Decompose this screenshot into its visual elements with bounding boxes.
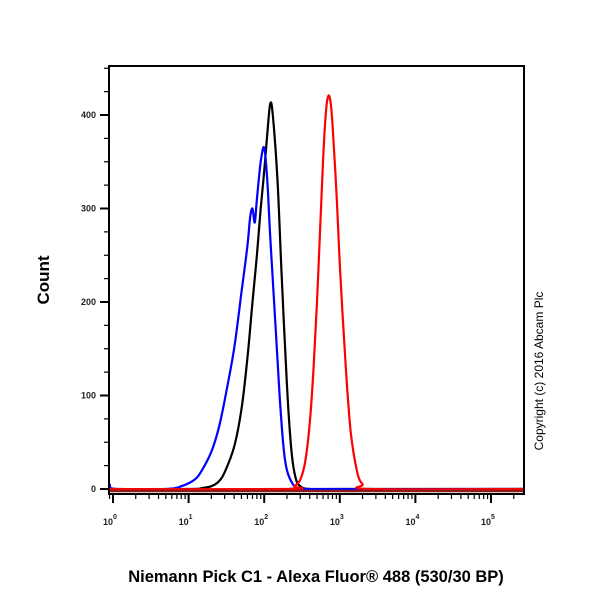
x-axis-label: Niemann Pick C1 - Alexa Fluor® 488 (530/… xyxy=(128,568,504,586)
y-tick-label: 400 xyxy=(81,110,96,120)
series-layer xyxy=(109,94,524,493)
y-tick-label: 300 xyxy=(81,204,96,214)
y-tick-label: 0 xyxy=(91,484,96,494)
x-tick-label: 101 xyxy=(179,514,193,527)
copyright-annotation: Copyright (c) 2016 Abcam Plc xyxy=(532,292,546,451)
plot-frame xyxy=(108,65,525,495)
y-axis-tick-labels: 0 100 200 300 400 xyxy=(81,110,96,494)
x-tick-label: 102 xyxy=(254,514,268,527)
x-tick-label: 105 xyxy=(481,514,495,527)
x-tick-label: 100 xyxy=(103,514,117,527)
x-tick-label: 103 xyxy=(330,514,344,527)
y-tick-label: 200 xyxy=(81,297,96,307)
y-tick-label: 100 xyxy=(81,391,96,401)
histogram-series-black xyxy=(109,101,524,491)
x-axis-tick-labels: 100 101 102 103 104 105 xyxy=(103,514,495,527)
y-axis-label: Count xyxy=(34,255,53,304)
histogram-series-blue xyxy=(109,145,524,491)
x-tick-label: 104 xyxy=(405,514,419,527)
histogram-series-red xyxy=(109,94,524,491)
